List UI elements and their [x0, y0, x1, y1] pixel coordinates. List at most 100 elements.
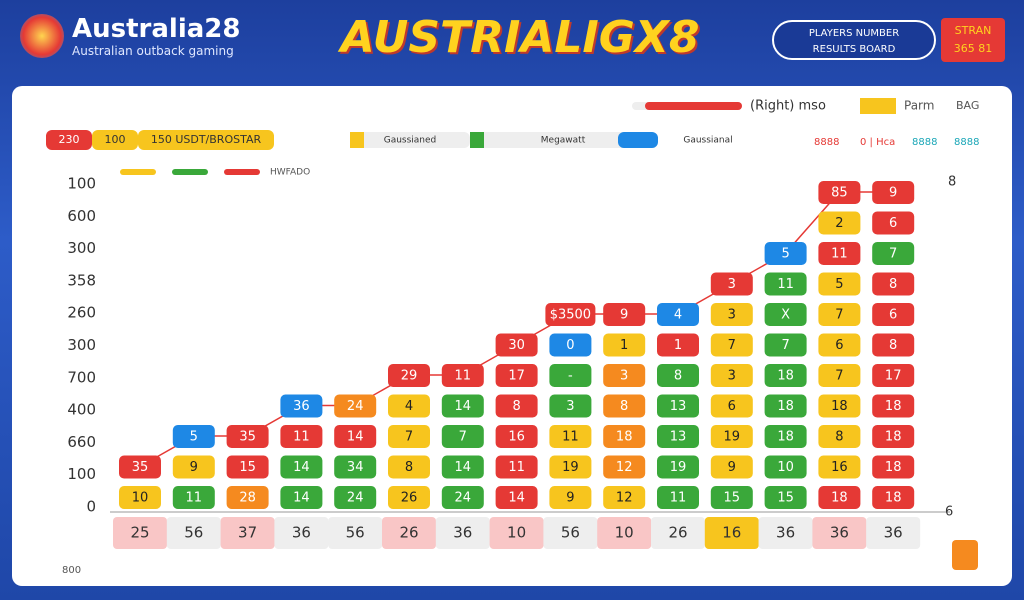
- tile: [334, 425, 377, 448]
- column-label-bg: [382, 517, 436, 549]
- column-label: 16: [722, 524, 741, 542]
- tile-label: 6: [728, 399, 736, 414]
- tile: [495, 364, 538, 387]
- tab[interactable]: [350, 132, 470, 148]
- tile-label: 9: [728, 460, 736, 475]
- y-label: 0: [86, 498, 96, 516]
- chip[interactable]: [138, 130, 274, 150]
- tile: [603, 303, 646, 326]
- tile-label: 15: [777, 491, 794, 506]
- tile-label: 18: [616, 430, 633, 445]
- y-label: 100: [67, 465, 96, 483]
- tile-label: 85: [831, 186, 848, 201]
- column-label: 10: [507, 524, 526, 542]
- tile-label: 18: [885, 460, 902, 475]
- tile: [764, 333, 807, 357]
- tile-label: 8: [674, 369, 682, 384]
- tile: [495, 333, 538, 357]
- tile-label: 35: [239, 430, 256, 445]
- tile-label: 14: [293, 491, 310, 506]
- column-label: 56: [346, 524, 365, 542]
- badge[interactable]: PLAYERS NUMBER RESULTS BOARD: [772, 20, 936, 60]
- tile-label: 11: [831, 247, 848, 262]
- tile-label: 1: [620, 338, 628, 353]
- column-label-bg: [113, 517, 167, 549]
- y-label: 100: [67, 175, 96, 193]
- tile: [280, 486, 323, 509]
- tile: [764, 272, 807, 296]
- y-label: 660: [67, 433, 96, 451]
- progress-fill: [645, 102, 742, 110]
- tile-label: X: [781, 308, 790, 323]
- tile-label: 24: [455, 491, 472, 506]
- tile: [441, 364, 484, 387]
- tile-label: 18: [831, 399, 848, 414]
- tile: [872, 211, 915, 235]
- chip[interactable]: [92, 130, 138, 150]
- column-label-bg: [220, 517, 275, 549]
- tile: [710, 394, 753, 418]
- tile: [872, 486, 915, 509]
- tile-label: 7: [459, 430, 467, 445]
- tile-label: 11: [293, 430, 310, 445]
- tab-label: Gaussianed: [384, 136, 437, 146]
- tile-label: 7: [405, 430, 413, 445]
- tile-label: 3: [566, 399, 574, 414]
- chip[interactable]: [46, 130, 92, 150]
- button[interactable]: STRAN 365 81: [941, 18, 1005, 62]
- tile: [764, 455, 807, 479]
- tile: [872, 181, 915, 204]
- tile: [872, 364, 915, 387]
- tile-label: 19: [562, 460, 579, 475]
- tile: [657, 486, 699, 509]
- column-label-bg: [328, 517, 383, 549]
- tile: [710, 364, 753, 387]
- tag: 0 | Hca: [860, 137, 895, 148]
- tile-label: 5: [781, 247, 789, 262]
- tag: 8888: [814, 137, 839, 148]
- column-label-bg: [866, 517, 921, 549]
- tile-label: 26: [401, 491, 418, 506]
- tile: [710, 486, 753, 509]
- legend-label: HWFADO: [270, 168, 310, 178]
- tile: [657, 425, 699, 448]
- tile: [549, 455, 592, 479]
- y-label: 700: [67, 368, 96, 386]
- tile: [226, 455, 269, 479]
- tag: 8888: [954, 137, 979, 148]
- tile: [657, 364, 699, 387]
- tile-label: 9: [620, 308, 628, 323]
- tile: [657, 455, 699, 479]
- footer-icon: [952, 540, 978, 570]
- logo-text: Australia28: [72, 14, 241, 44]
- tile-label: 19: [724, 430, 741, 445]
- tile: [172, 425, 215, 448]
- column-label-bg: [758, 517, 813, 549]
- tile-label: 2: [835, 216, 843, 231]
- tile-label: 7: [889, 247, 897, 262]
- tile-label: 24: [347, 399, 364, 414]
- tab[interactable]: [470, 132, 656, 148]
- legend-swatch: [224, 169, 260, 175]
- logo-subtitle: Australian outback gaming: [72, 44, 234, 58]
- tile: [549, 333, 592, 357]
- tile: [226, 425, 269, 448]
- tile-label: 14: [455, 460, 472, 475]
- tile: [710, 455, 753, 479]
- column-label: 56: [561, 524, 580, 542]
- column-label-bg: [435, 517, 490, 549]
- tile-label: 3: [728, 308, 736, 323]
- tile-label: 15: [724, 491, 741, 506]
- tile-label: 18: [831, 491, 848, 506]
- tile-label: 8: [512, 399, 520, 414]
- tile-label: 17: [508, 369, 525, 384]
- tile: [226, 486, 269, 509]
- tile: [388, 394, 430, 418]
- column-label-bg: [166, 517, 221, 549]
- tile-label: 29: [401, 369, 418, 384]
- tile: [280, 425, 323, 448]
- tile-label: 3: [620, 369, 628, 384]
- tile-label: 11: [670, 491, 687, 506]
- tile: [388, 425, 430, 448]
